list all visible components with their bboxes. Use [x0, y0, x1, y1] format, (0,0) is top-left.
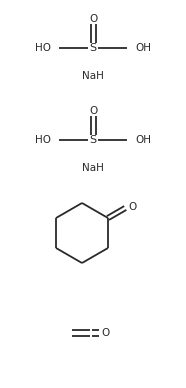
Text: O: O — [102, 328, 110, 338]
Text: O: O — [89, 14, 97, 24]
Text: NaH: NaH — [82, 163, 104, 173]
Text: O: O — [89, 106, 97, 116]
Text: O: O — [128, 202, 136, 212]
Text: OH: OH — [135, 43, 151, 53]
Text: NaH: NaH — [82, 71, 104, 81]
Text: S: S — [89, 135, 97, 145]
Text: S: S — [89, 43, 97, 53]
Text: HO: HO — [35, 43, 51, 53]
Text: OH: OH — [135, 135, 151, 145]
Text: HO: HO — [35, 135, 51, 145]
